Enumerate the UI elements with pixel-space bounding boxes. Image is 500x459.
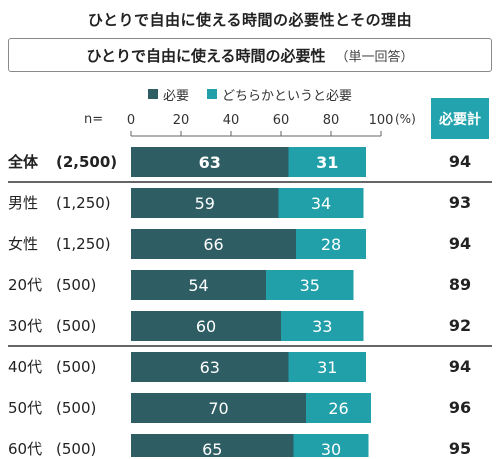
bar-somewhat (278, 188, 364, 218)
data-label-necessary: 70 (208, 399, 228, 418)
total-value: 95 (448, 439, 472, 458)
data-label-somewhat: 34 (311, 194, 331, 213)
x-tick-label: 60 (273, 113, 290, 128)
sample-size-label: (1,250) (56, 194, 111, 212)
category-label: 50代 (8, 399, 43, 417)
n-label: n= (84, 112, 104, 127)
total-value: 94 (448, 152, 472, 171)
legend-label-necessary: 必要 (162, 88, 189, 104)
legend-swatch-somewhat (207, 89, 217, 99)
x-tick-label: 80 (323, 113, 340, 128)
chart-subtitle: ひとりで自由に使える時間の必要性 (86, 46, 326, 65)
data-label-somewhat: 31 (316, 153, 338, 172)
total-value: 94 (448, 234, 472, 253)
legend-item-somewhat: どちらかというと必要 (207, 85, 352, 104)
bar-necessary (131, 188, 279, 218)
sample-size-label: (1,250) (56, 235, 111, 253)
total-value: 89 (448, 275, 472, 294)
data-label-somewhat: 28 (321, 235, 341, 254)
data-label-necessary: 60 (196, 317, 216, 336)
bar-necessary (131, 229, 296, 259)
row-label: 20代 (500) (8, 275, 96, 295)
data-label-necessary: 54 (188, 276, 208, 295)
data-label-necessary: 65 (202, 440, 222, 457)
category-label: 全体 (8, 153, 39, 171)
data-label-somewhat: 30 (321, 440, 341, 457)
bar-somewhat (293, 434, 369, 457)
bar-somewhat (288, 147, 366, 177)
x-tick-label: 40 (223, 113, 240, 128)
category-label: 男性 (8, 194, 39, 212)
x-tick-label: 0 (127, 113, 135, 128)
chart-title: ひとりで自由に使える時間の必要性とその理由 (87, 11, 413, 29)
bar-necessary (131, 270, 266, 300)
data-label-somewhat: 33 (312, 317, 332, 336)
row-label: 女性 (1,250) (8, 234, 111, 254)
sample-size-label: (500) (56, 358, 97, 376)
row-label: 全体 (2,500) (8, 152, 117, 172)
sample-size-label: (500) (56, 276, 97, 294)
category-label: 40代 (8, 358, 43, 376)
category-label: 30代 (8, 317, 43, 335)
subtitle-box: ひとりで自由に使える時間の必要性 （単一回答） (8, 38, 492, 72)
bar-somewhat (281, 311, 364, 341)
data-label-necessary: 66 (203, 235, 223, 254)
row-label: 男性 (1,250) (8, 193, 111, 213)
row-label: 50代 (500) (8, 398, 96, 418)
unit-label: (%) (395, 112, 416, 126)
data-label-somewhat: 35 (300, 276, 320, 295)
legend: 必要 どちらかというと必要 (0, 85, 500, 104)
total-column-header: 必要計 (431, 98, 489, 139)
sample-size-label: (500) (56, 440, 97, 458)
total-value: 96 (448, 398, 472, 417)
row-label: 40代 (500) (8, 357, 96, 377)
total-value: 93 (448, 193, 472, 212)
bar-necessary (131, 434, 294, 457)
category-label: 20代 (8, 276, 43, 294)
x-tick-label: 20 (173, 113, 190, 128)
bar-somewhat (288, 352, 366, 382)
legend-label-somewhat: どちらかというと必要 (222, 88, 353, 104)
bar-somewhat (306, 393, 371, 423)
row-label: 60代 (500) (8, 439, 96, 459)
bar-necessary (131, 147, 289, 177)
sample-size-label: (500) (56, 399, 97, 417)
bar-somewhat (296, 229, 366, 259)
sample-size-label: (2,500) (56, 153, 118, 171)
answer-type-note: （単一回答） (335, 49, 414, 65)
bar-necessary (131, 393, 306, 423)
data-label-necessary: 63 (200, 358, 220, 377)
category-label: 女性 (8, 235, 39, 253)
bar-necessary (131, 352, 289, 382)
data-label-necessary: 63 (199, 153, 221, 172)
data-label-somewhat: 26 (328, 399, 348, 418)
bar-somewhat (266, 270, 354, 300)
legend-item-necessary: 必要 (147, 85, 189, 104)
category-label: 60代 (8, 440, 43, 458)
data-label-necessary: 59 (195, 194, 215, 213)
legend-swatch-necessary (147, 89, 158, 99)
bar-necessary (131, 311, 281, 341)
total-value: 94 (448, 357, 472, 376)
total-value: 92 (448, 316, 472, 335)
x-tick-label: 100 (369, 113, 394, 128)
sample-size-label: (500) (56, 317, 97, 335)
row-label: 30代 (500) (8, 316, 96, 336)
data-label-somewhat: 31 (317, 358, 337, 377)
